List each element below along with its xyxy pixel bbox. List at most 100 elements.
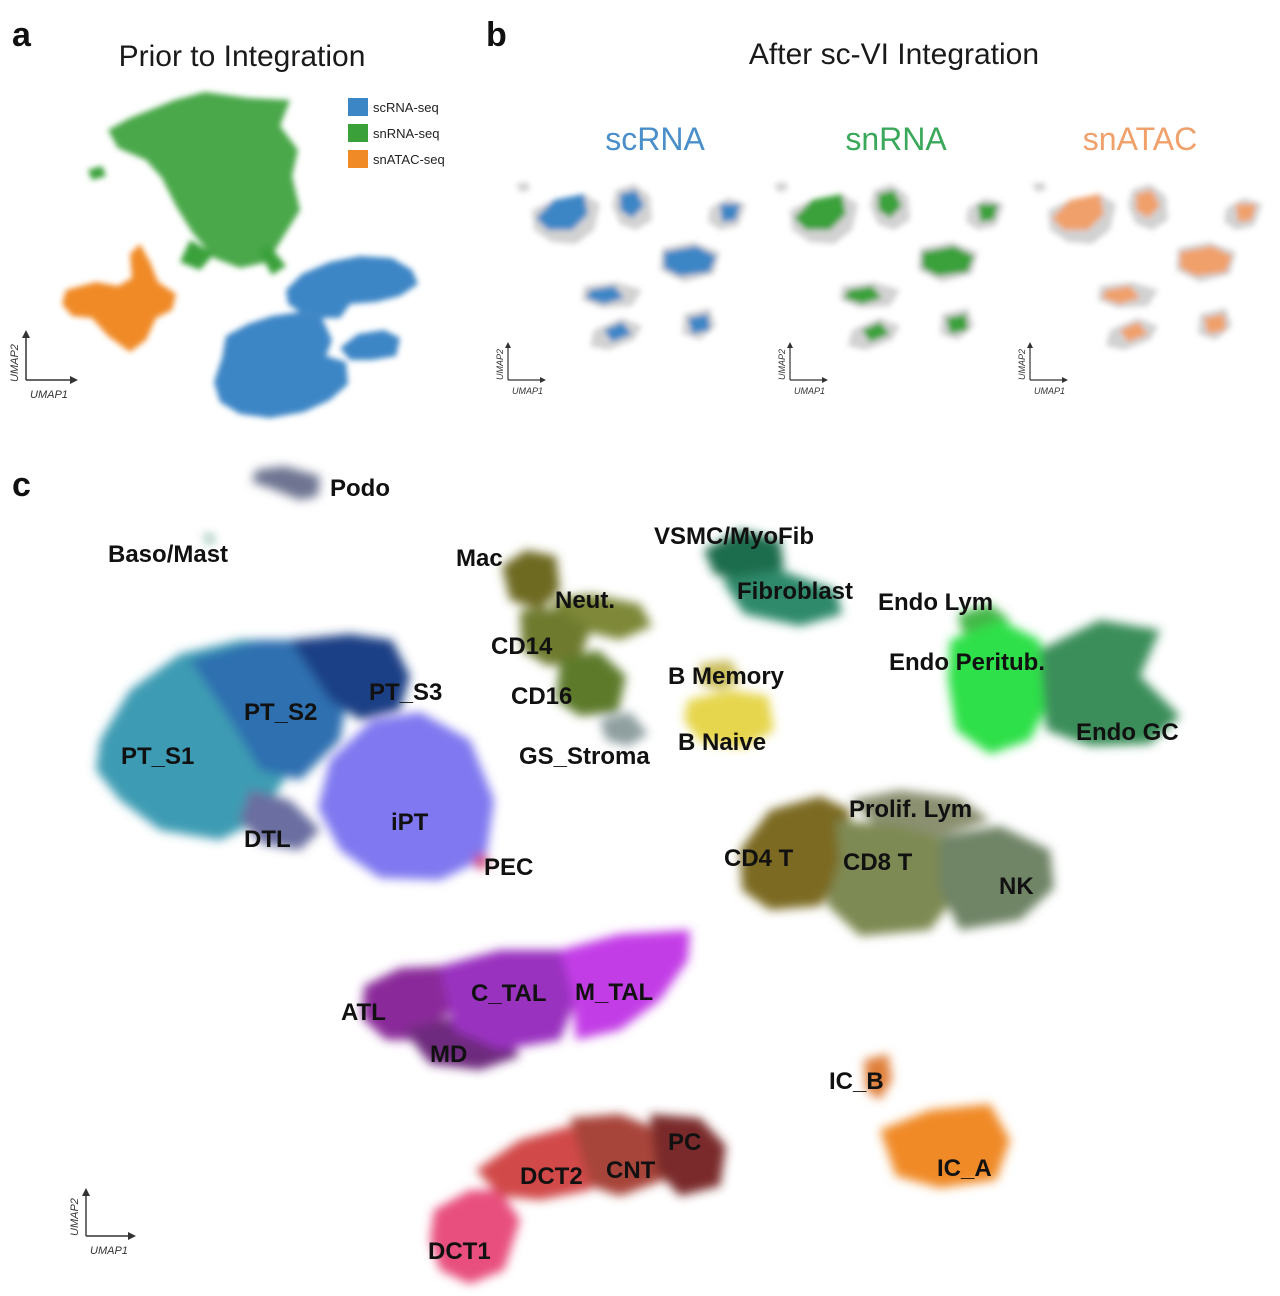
cluster-pec xyxy=(472,852,490,870)
label-neut: Neut. xyxy=(555,587,615,614)
label-md: MD xyxy=(430,1041,467,1068)
cluster-prolif-lym xyxy=(850,790,990,836)
panel-a-legend: scRNA-seq snRNA-seq snATAC-seq xyxy=(348,98,445,168)
panel-c-clusters xyxy=(96,466,1180,1284)
cluster-ic-b xyxy=(864,1054,892,1100)
label-pec: PEC xyxy=(484,854,533,881)
label-b-memory: B Memory xyxy=(668,663,785,690)
label-prolif-lym: Prolif. Lym xyxy=(849,796,972,823)
cluster-ic-a xyxy=(880,1104,1010,1188)
facet-snrna-ylabel: UMAP2 xyxy=(777,349,787,380)
label-ic-a: IC_A xyxy=(937,1155,992,1182)
cluster-baso-mast xyxy=(204,534,214,544)
label-cd4-t: CD4 T xyxy=(724,845,794,872)
label-endo-gc: Endo GC xyxy=(1076,719,1179,746)
panel-a: a Prior to Integration scRNA-seq snRNA-s… xyxy=(9,16,445,418)
cluster-a-snrna-island xyxy=(88,166,106,180)
label-baso-mast: Baso/Mast xyxy=(108,541,228,568)
cluster-podo xyxy=(252,466,320,500)
cluster-b-naive xyxy=(684,690,774,748)
cluster-c-tal xyxy=(440,950,580,1050)
label-gs-stroma: GS_Stroma xyxy=(519,743,650,770)
label-ic-b: IC_B xyxy=(829,1068,884,1095)
cluster-neut xyxy=(550,594,652,640)
label-vsmc-myofib: VSMC/MyoFib xyxy=(654,523,814,550)
facet-snatac-axes: UMAP1 UMAP2 xyxy=(1017,342,1068,396)
facet-snatac-ylabel: UMAP2 xyxy=(1017,349,1027,380)
cluster-a-scrna-upper xyxy=(286,256,418,318)
cluster-dtl xyxy=(240,790,320,850)
label-dtl: DTL xyxy=(244,826,291,853)
label-pt-s3: PT_S3 xyxy=(369,679,442,706)
cluster-cd8-t xyxy=(826,820,960,936)
facet-scrna-axes: UMAP1 UMAP2 xyxy=(495,342,546,396)
facet-title-scrna: scRNA xyxy=(605,121,705,157)
facet-snatac-xlabel: UMAP1 xyxy=(1034,386,1065,396)
cluster-m-tal xyxy=(560,930,690,1040)
facet-title-snrna: snRNA xyxy=(845,121,947,157)
legend-label-snrna: snRNA-seq xyxy=(373,126,439,141)
panel-a-axes: UMAP1 UMAP2 xyxy=(9,330,78,401)
cluster-pc xyxy=(650,1114,726,1196)
cluster-endo-gc xyxy=(1040,620,1180,746)
label-dct1: DCT1 xyxy=(428,1238,491,1265)
facet-scrna: scRNA UMAP1 UMAP2 xyxy=(495,121,746,396)
cluster-ipt xyxy=(318,712,494,880)
cluster-pt-s2 xyxy=(190,640,350,780)
facet-scrna-ylabel: UMAP2 xyxy=(495,349,505,380)
facet-snrna-axes: UMAP1 UMAP2 xyxy=(777,342,828,396)
panel-c-label: c xyxy=(12,466,31,504)
label-pt-s1: PT_S1 xyxy=(121,743,194,770)
panel-b-label: b xyxy=(486,16,507,54)
label-c-tal: C_TAL xyxy=(471,980,547,1007)
facet-snrna-umap xyxy=(774,182,1004,350)
label-dct2: DCT2 xyxy=(520,1163,583,1190)
legend-swatch-scrna xyxy=(348,98,368,116)
facet-snrna-xlabel: UMAP1 xyxy=(794,386,825,396)
cluster-cd16 xyxy=(556,650,626,716)
panel-c: c xyxy=(12,466,1180,1284)
cluster-cd4-t xyxy=(740,796,850,910)
legend-swatch-snatac xyxy=(348,150,368,168)
cluster-atl xyxy=(362,966,452,1040)
cluster-mac xyxy=(502,550,560,610)
cluster-a-scrna-right xyxy=(340,330,400,360)
facet-snatac-umap xyxy=(1032,182,1262,350)
label-mac: Mac xyxy=(456,545,503,572)
label-endo-peritub: Endo Peritub. xyxy=(889,649,1045,676)
cluster-cnt xyxy=(570,1114,664,1196)
facet-title-snatac: snATAC xyxy=(1083,121,1197,157)
cluster-vsmc-myofib xyxy=(704,530,784,584)
legend-swatch-snrna xyxy=(348,124,368,142)
legend-label-snatac: snATAC-seq xyxy=(373,152,445,167)
cluster-dct2 xyxy=(476,1126,600,1200)
facet-snrna: snRNA UMAP1 UMAP2 xyxy=(774,121,1004,396)
label-pt-s2: PT_S2 xyxy=(244,699,317,726)
panel-c-labels: Podo Baso/Mast Mac Neut. CD14 CD16 VSMC/… xyxy=(108,475,1179,1265)
cluster-fibroblast xyxy=(722,570,842,626)
label-b-naive: B Naive xyxy=(678,729,766,756)
cluster-pt-s3 xyxy=(290,634,410,720)
cluster-dct1 xyxy=(430,1190,520,1284)
label-ipt: iPT xyxy=(391,809,429,836)
label-atl: ATL xyxy=(341,999,386,1026)
panel-a-label: a xyxy=(12,16,32,54)
cluster-a-snrna-tail-1 xyxy=(180,240,214,270)
label-cd16: CD16 xyxy=(511,683,572,710)
cluster-b-memory xyxy=(700,660,742,690)
cluster-a-snrna-tail-2 xyxy=(258,246,286,275)
facet-snatac: snATAC UMAP1 UMAP2 xyxy=(1017,121,1262,396)
panel-a-clusters xyxy=(62,92,418,418)
label-m-tal: M_TAL xyxy=(575,979,653,1006)
label-fibroblast: Fibroblast xyxy=(737,578,853,605)
label-cd8-t: CD8 T xyxy=(843,849,913,876)
label-cd14: CD14 xyxy=(491,633,553,660)
cluster-nk xyxy=(940,826,1054,930)
label-nk: NK xyxy=(999,873,1034,900)
cluster-a-snrna xyxy=(108,92,300,268)
legend-label-scrna: scRNA-seq xyxy=(373,100,439,115)
facet-scrna-xlabel: UMAP1 xyxy=(512,386,543,396)
label-podo: Podo xyxy=(330,475,390,502)
axis-a-ylabel: UMAP2 xyxy=(9,344,21,382)
